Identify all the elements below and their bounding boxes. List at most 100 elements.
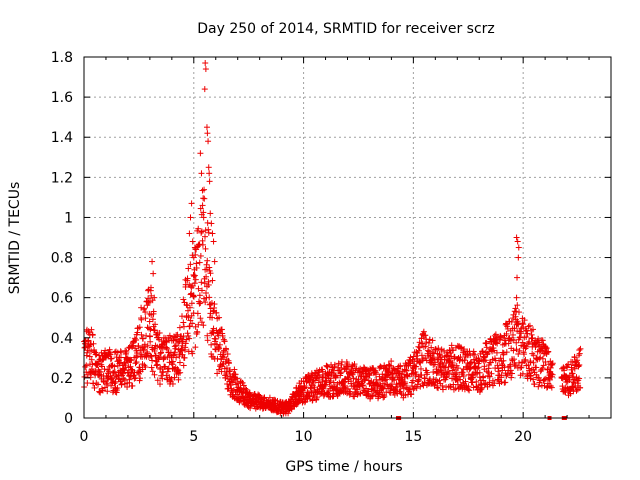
data-point (180, 362, 187, 369)
data-point (294, 400, 301, 407)
data-point (138, 351, 145, 358)
data-point (243, 386, 250, 393)
data-point (321, 382, 328, 389)
data-point (192, 276, 199, 283)
data-point (430, 354, 437, 361)
data-point (314, 394, 321, 401)
data-point (170, 365, 177, 372)
data-point (200, 209, 207, 216)
data-point (397, 363, 404, 370)
data-point (118, 349, 125, 356)
data-point (366, 372, 373, 379)
data-point (208, 341, 215, 348)
data-point (400, 371, 407, 378)
data-point (363, 373, 370, 380)
data-point (129, 344, 136, 351)
data-point (122, 347, 129, 354)
data-point (139, 335, 146, 342)
data-point (148, 292, 155, 299)
data-point (121, 367, 128, 374)
data-point (185, 332, 192, 339)
data-point (331, 361, 338, 368)
data-point (122, 362, 129, 369)
data-point (345, 364, 352, 371)
data-point (205, 226, 212, 233)
data-point (320, 385, 327, 392)
data-point (159, 375, 166, 382)
data-point (247, 405, 254, 412)
data-point (82, 363, 89, 370)
data-point (198, 228, 205, 235)
data-point (314, 372, 321, 379)
data-point (274, 397, 281, 404)
data-point (223, 365, 230, 372)
data-point (207, 270, 214, 277)
data-point (216, 314, 223, 321)
data-point (127, 363, 134, 370)
data-point (144, 342, 151, 349)
data-point (173, 354, 180, 361)
data-point (193, 264, 200, 271)
data-point (195, 285, 202, 292)
data-point (84, 380, 91, 387)
data-point (157, 350, 164, 357)
data-point (194, 310, 201, 317)
data-point (138, 331, 145, 338)
data-point (108, 355, 115, 362)
data-point (140, 346, 147, 353)
data-point (93, 351, 100, 358)
data-point (435, 345, 442, 352)
data-point (430, 376, 437, 383)
data-point (424, 369, 431, 376)
data-point (117, 354, 124, 361)
data-point (163, 344, 170, 351)
data-point (187, 261, 194, 268)
data-point (322, 381, 329, 388)
data-point (186, 304, 193, 311)
data-point (335, 360, 342, 367)
data-point (175, 376, 182, 383)
data-point (359, 382, 366, 389)
data-point (440, 347, 447, 354)
data-point (367, 393, 374, 400)
data-point (150, 308, 157, 315)
data-point (311, 384, 318, 391)
data-point (404, 373, 411, 380)
data-point (131, 375, 138, 382)
data-point (408, 391, 415, 398)
data-point (149, 316, 156, 323)
data-point (441, 356, 448, 363)
data-point (168, 376, 175, 383)
data-point (404, 372, 411, 379)
data-point (123, 348, 130, 355)
data-point (386, 362, 393, 369)
data-point (206, 264, 213, 271)
data-point (216, 341, 223, 348)
data-point (202, 227, 209, 234)
data-point (125, 369, 132, 376)
data-point (212, 336, 219, 343)
data-point (413, 348, 420, 355)
data-point (201, 280, 208, 287)
data-point (171, 374, 178, 381)
data-point (406, 357, 413, 364)
data-point (348, 370, 355, 377)
data-point (197, 252, 204, 259)
data-point (95, 372, 102, 379)
data-point (211, 301, 218, 308)
data-point (132, 360, 139, 367)
data-point (176, 324, 183, 331)
data-point (233, 375, 240, 382)
data-point (301, 382, 308, 389)
data-point (187, 291, 194, 298)
data-point (111, 380, 118, 387)
data-point (200, 295, 207, 302)
data-point (92, 368, 99, 375)
data-point (422, 343, 429, 350)
data-point (209, 314, 216, 321)
data-point (403, 367, 410, 374)
data-point (402, 380, 409, 387)
data-point (415, 343, 422, 350)
data-point (147, 338, 154, 345)
